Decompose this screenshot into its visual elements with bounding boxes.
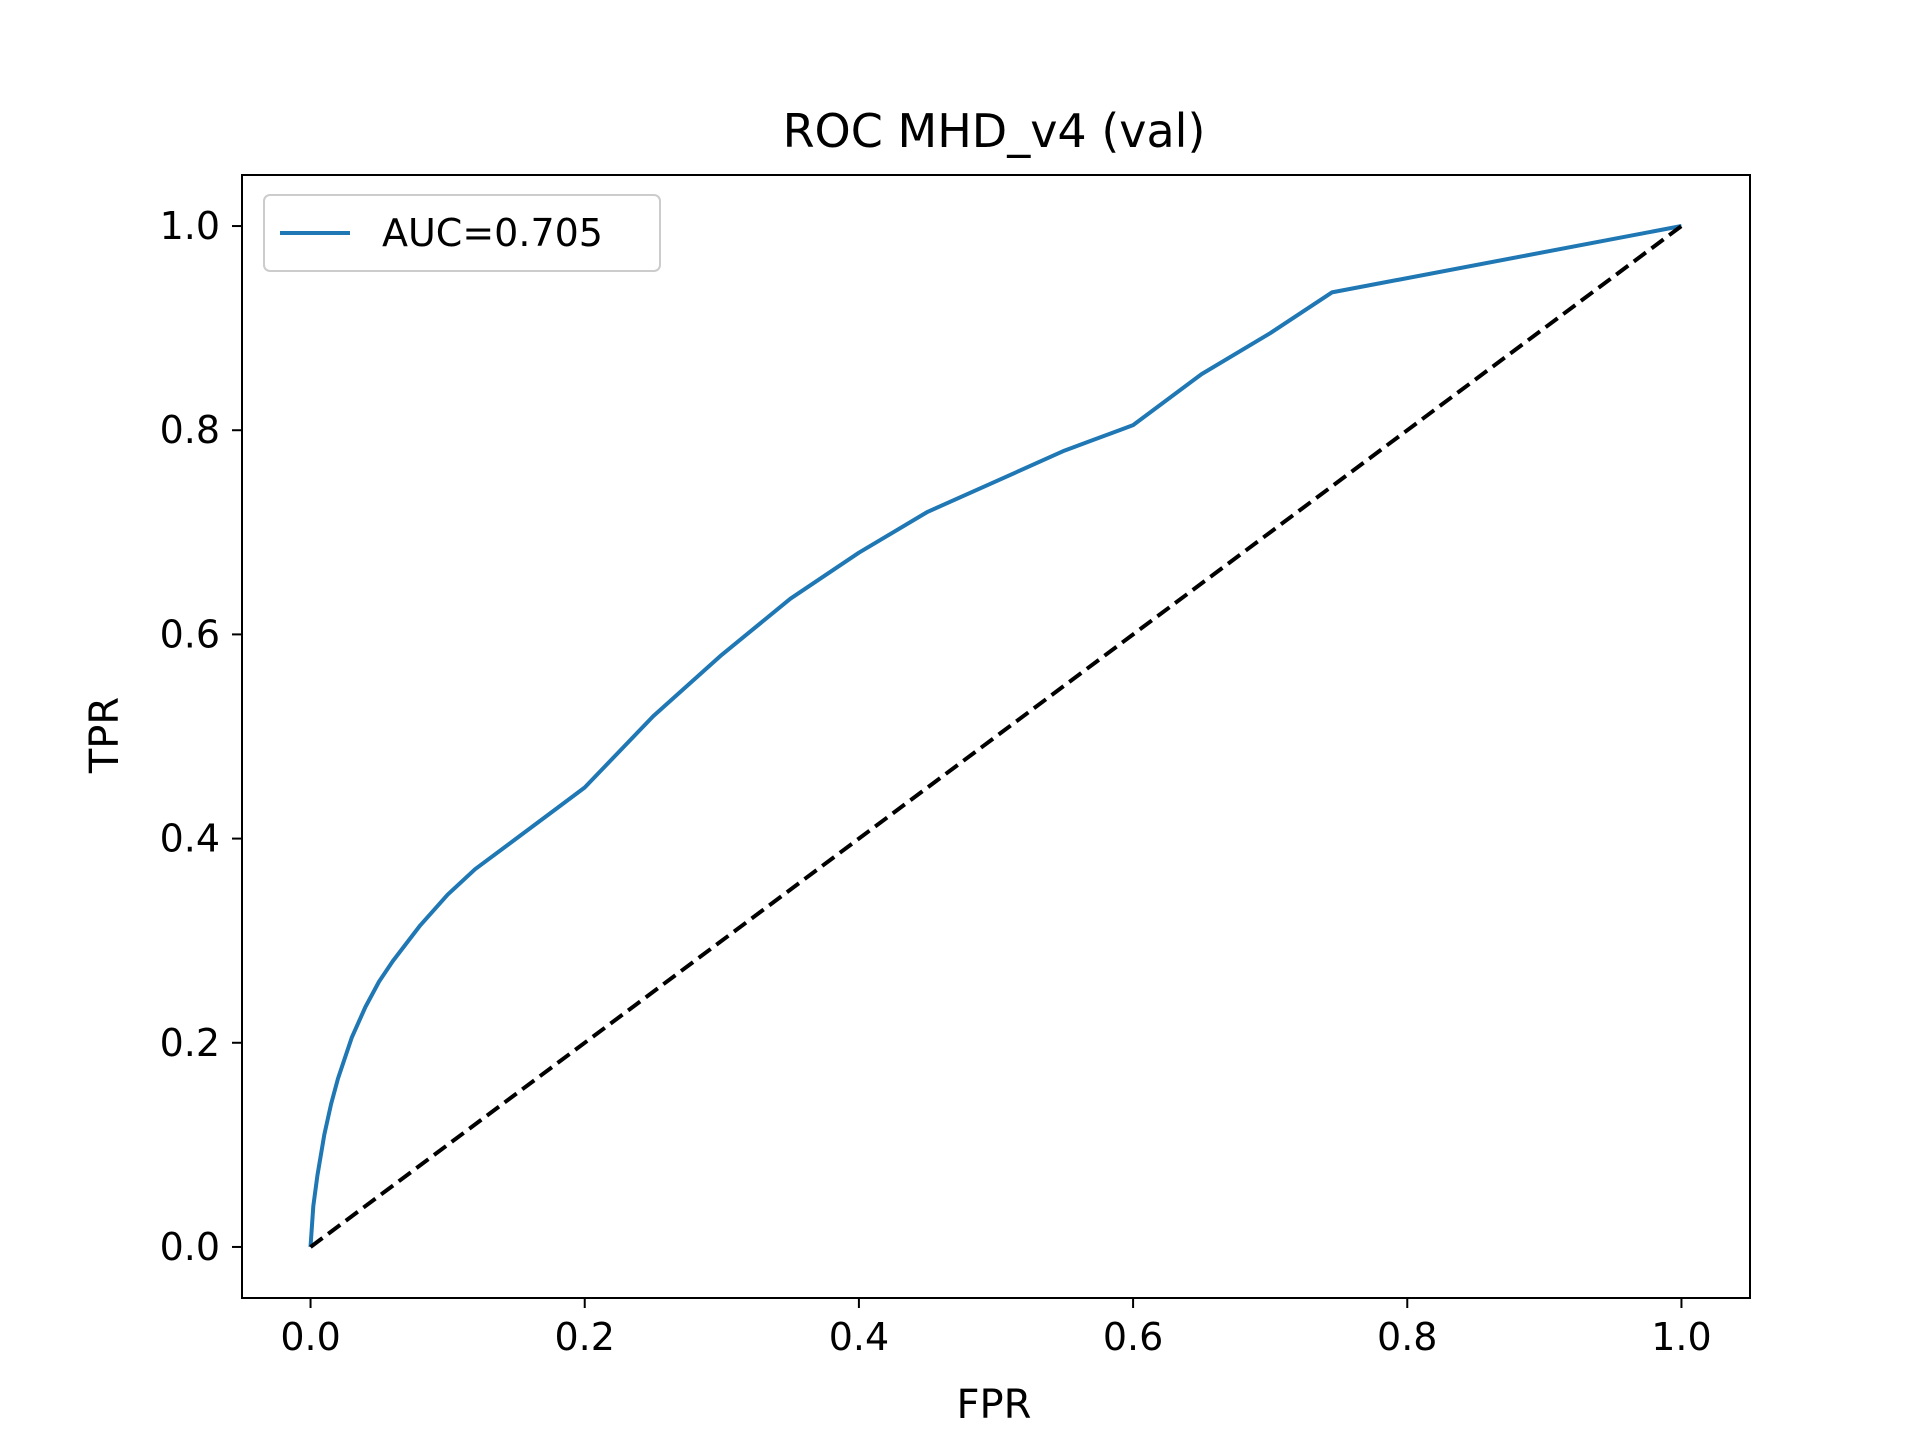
y-tick-label: 0.8: [160, 408, 220, 452]
y-axis-label: TPR: [82, 697, 128, 774]
chart-title: ROC MHD_v4 (val): [783, 104, 1206, 158]
legend-box: [263, 194, 661, 272]
y-tick-label: 1.0: [160, 204, 220, 248]
roc-curve-line: [308, 224, 1682, 1248]
plot-frame: [241, 174, 1751, 1299]
y-tick-label: 0.4: [160, 817, 220, 861]
y-tick-label: 0.6: [160, 612, 220, 656]
x-axis-label: FPR: [957, 1382, 1032, 1428]
x-tick-label: 0.6: [1103, 1315, 1163, 1359]
x-tick-label: 0.8: [1377, 1315, 1437, 1359]
y-tick-label: 0.0: [160, 1225, 220, 1269]
x-tick-label: 0.0: [280, 1315, 340, 1359]
x-tick-label: 0.2: [555, 1315, 615, 1359]
x-tick-label: 1.0: [1651, 1315, 1711, 1359]
plot-area: 0.0 0.2 0.4 0.6 0.8 1.0 0.0 0.2 0.4 0.6 0.8 1.0 AUC=…: [160, 174, 1751, 1359]
y-tick-label: 0.2: [160, 1021, 220, 1065]
x-tick-label: 0.4: [829, 1315, 889, 1359]
chance-diagonal-line: [309, 224, 1683, 1249]
legend-label: AUC=0.705: [382, 211, 603, 255]
